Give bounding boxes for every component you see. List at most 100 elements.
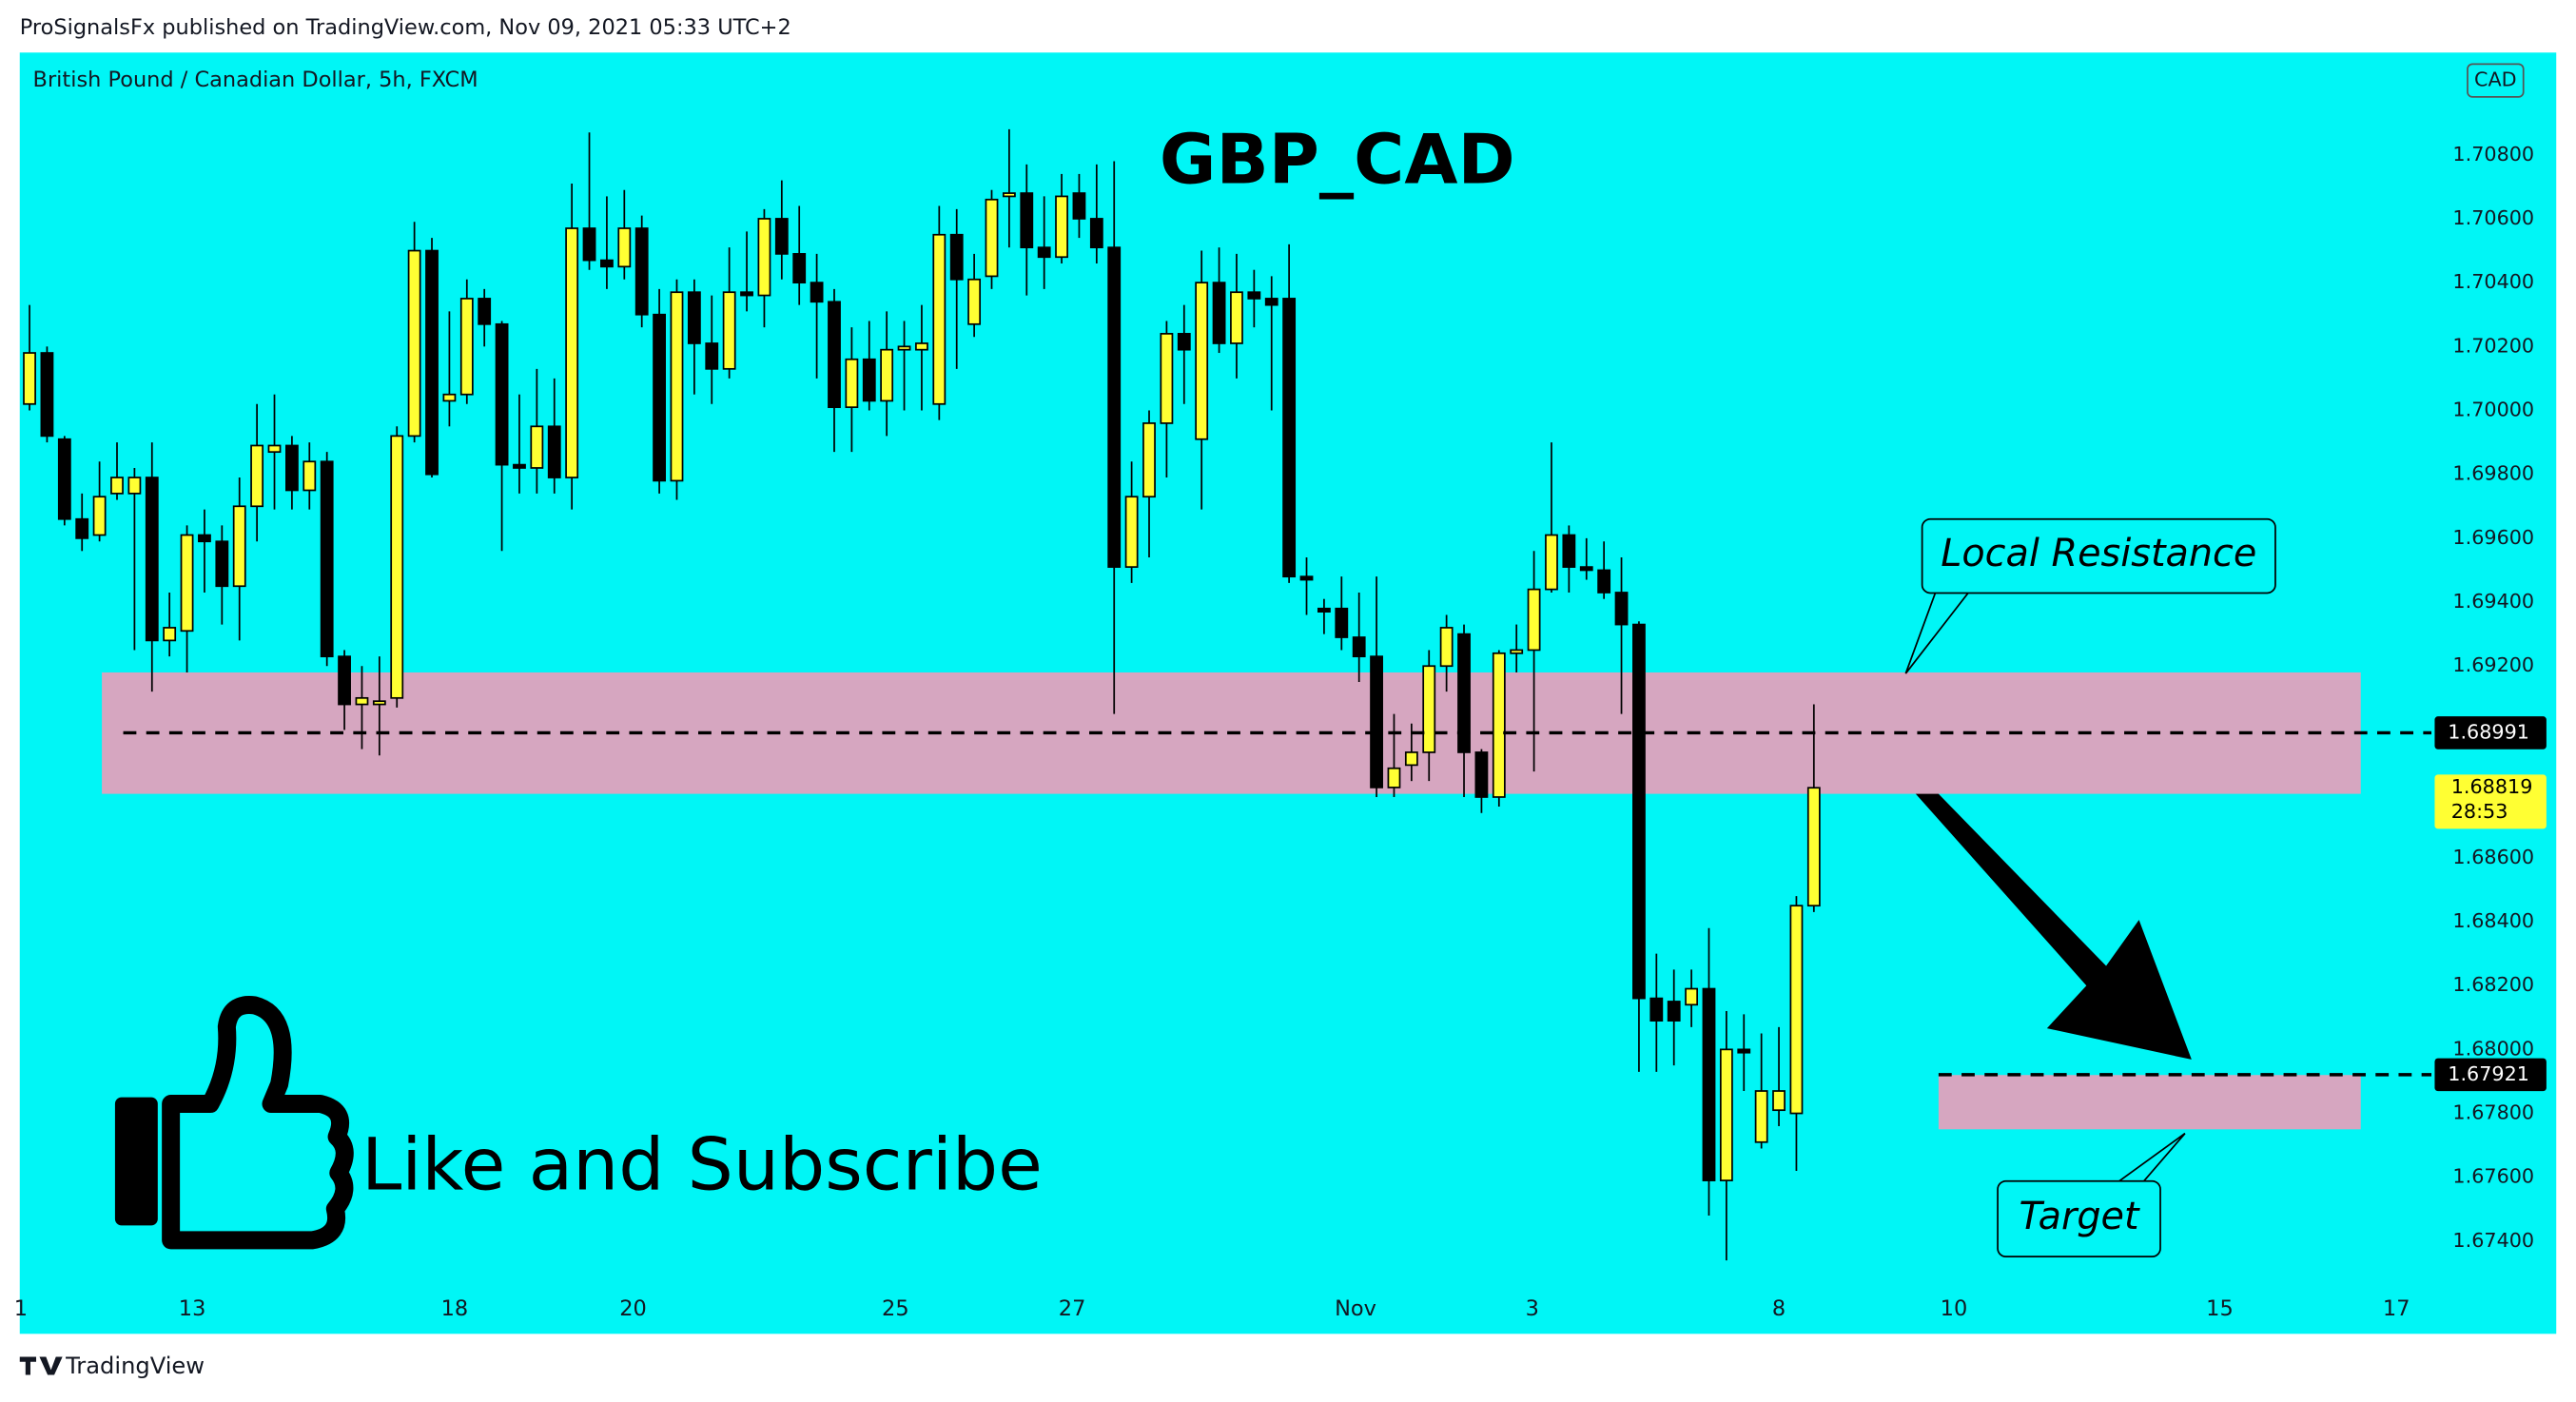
candle-body bbox=[163, 627, 177, 642]
chart-title: GBP_CAD bbox=[1160, 121, 1515, 201]
candle-body bbox=[215, 540, 229, 588]
candle-body bbox=[1754, 1090, 1768, 1143]
candle-body bbox=[1107, 246, 1122, 568]
candle-body bbox=[1719, 1048, 1733, 1181]
candle-body bbox=[1789, 905, 1804, 1115]
candle-body bbox=[495, 322, 509, 466]
x-tick-label: 18 bbox=[441, 1296, 469, 1321]
candle-body bbox=[600, 259, 614, 268]
candle-body bbox=[1457, 633, 1471, 753]
candle-body bbox=[880, 348, 894, 402]
x-tick-label: 15 bbox=[2206, 1296, 2234, 1321]
candle-body bbox=[1370, 655, 1383, 789]
callout-pointer bbox=[1904, 592, 1969, 674]
thumbs-up-icon bbox=[114, 996, 354, 1250]
candle-body bbox=[110, 477, 124, 495]
candle-body bbox=[513, 463, 526, 469]
candle-body bbox=[57, 438, 71, 520]
candle-body bbox=[459, 298, 474, 396]
candle-body bbox=[1422, 665, 1436, 753]
candle-body bbox=[1545, 534, 1558, 591]
y-tick-label: 1.69200 bbox=[2452, 653, 2534, 676]
callout-box bbox=[1997, 1179, 2161, 1258]
candle-body bbox=[267, 444, 282, 454]
candle-body bbox=[425, 249, 439, 476]
candle-body bbox=[565, 227, 579, 478]
candle-body bbox=[653, 313, 666, 482]
x-tick-label: 10 bbox=[1941, 1296, 1968, 1321]
candle-body bbox=[1562, 534, 1576, 568]
currency-box bbox=[2467, 63, 2525, 98]
y-tick-label: 1.68600 bbox=[2452, 846, 2534, 868]
candle-body bbox=[1002, 192, 1016, 198]
candle-body bbox=[320, 460, 334, 658]
candle-body bbox=[1195, 282, 1209, 440]
y-tick-label: 1.69800 bbox=[2452, 462, 2534, 485]
x-tick-label: 25 bbox=[882, 1296, 909, 1321]
header: ProSignalsFx published on TradingView.co… bbox=[20, 15, 791, 40]
candle-body bbox=[92, 496, 107, 536]
candle-body bbox=[617, 227, 632, 268]
callout-box bbox=[1921, 517, 2276, 594]
candle-body bbox=[740, 291, 753, 297]
y-tick-label: 1.68200 bbox=[2452, 973, 2534, 996]
candle-body bbox=[355, 696, 369, 706]
candle-body bbox=[1072, 192, 1086, 220]
candle-body bbox=[1597, 569, 1611, 594]
candle-body bbox=[722, 291, 736, 370]
symbol-label: British Pound / Canadian Dollar, 5h, FXC… bbox=[33, 68, 478, 92]
icon-cuff bbox=[114, 1097, 158, 1226]
candle-body bbox=[828, 301, 841, 409]
candle-body bbox=[862, 358, 876, 402]
candle-body bbox=[1737, 1048, 1751, 1054]
candle-body bbox=[949, 233, 964, 281]
y-tick-label: 1.70800 bbox=[2452, 143, 2534, 166]
candle-body bbox=[757, 218, 771, 297]
candle-body bbox=[1806, 787, 1821, 907]
candle-body bbox=[1299, 575, 1314, 581]
price-line-label: 1.67921 bbox=[2448, 1062, 2529, 1085]
candle-body bbox=[670, 291, 684, 482]
y-tick-label: 1.67600 bbox=[2452, 1165, 2534, 1188]
candle-body bbox=[1632, 623, 1646, 1000]
candle-body bbox=[705, 342, 719, 370]
candle-body bbox=[1160, 333, 1174, 424]
last-price-tag bbox=[2434, 774, 2547, 829]
candle-body bbox=[915, 342, 928, 351]
price-line-label: 1.68991 bbox=[2448, 720, 2529, 743]
candle-body bbox=[1230, 291, 1243, 344]
y-tick-label: 1.70400 bbox=[2452, 270, 2534, 293]
candle-body bbox=[774, 218, 789, 255]
tradingview-logo bbox=[19, 1356, 63, 1375]
candle-body bbox=[1142, 422, 1156, 498]
candle-body bbox=[145, 477, 159, 642]
y-tick-label: 1.70000 bbox=[2452, 399, 2534, 421]
price-line-tag bbox=[2434, 1058, 2547, 1092]
candle-body bbox=[1649, 997, 1664, 1022]
candle-body bbox=[407, 249, 421, 438]
candle-body bbox=[1089, 218, 1103, 249]
candle-body bbox=[1439, 627, 1454, 668]
x-tick-label: 3 bbox=[1526, 1296, 1539, 1321]
footer-brand: TradingView bbox=[65, 1353, 205, 1379]
candle-body bbox=[302, 460, 317, 492]
x-tick-label: 1 bbox=[14, 1296, 28, 1321]
y-tick-label: 1.69600 bbox=[2452, 526, 2534, 549]
y-tick-label: 1.67800 bbox=[2452, 1101, 2534, 1124]
candle-body bbox=[390, 435, 404, 699]
icon-hand bbox=[162, 996, 354, 1250]
candle-body bbox=[478, 298, 492, 325]
candle-body bbox=[1335, 607, 1349, 638]
candle-body bbox=[23, 352, 36, 405]
candle-body bbox=[284, 444, 299, 492]
x-tick-label: 13 bbox=[179, 1296, 206, 1321]
candle-body bbox=[1579, 566, 1593, 572]
y-tick-label: 1.69400 bbox=[2452, 590, 2534, 613]
candle-body bbox=[1020, 192, 1034, 249]
candle-body bbox=[1282, 298, 1297, 578]
candle-body bbox=[1667, 1001, 1681, 1022]
zone bbox=[1938, 1075, 2361, 1130]
candle-body bbox=[442, 393, 457, 402]
candle-body bbox=[985, 198, 999, 278]
